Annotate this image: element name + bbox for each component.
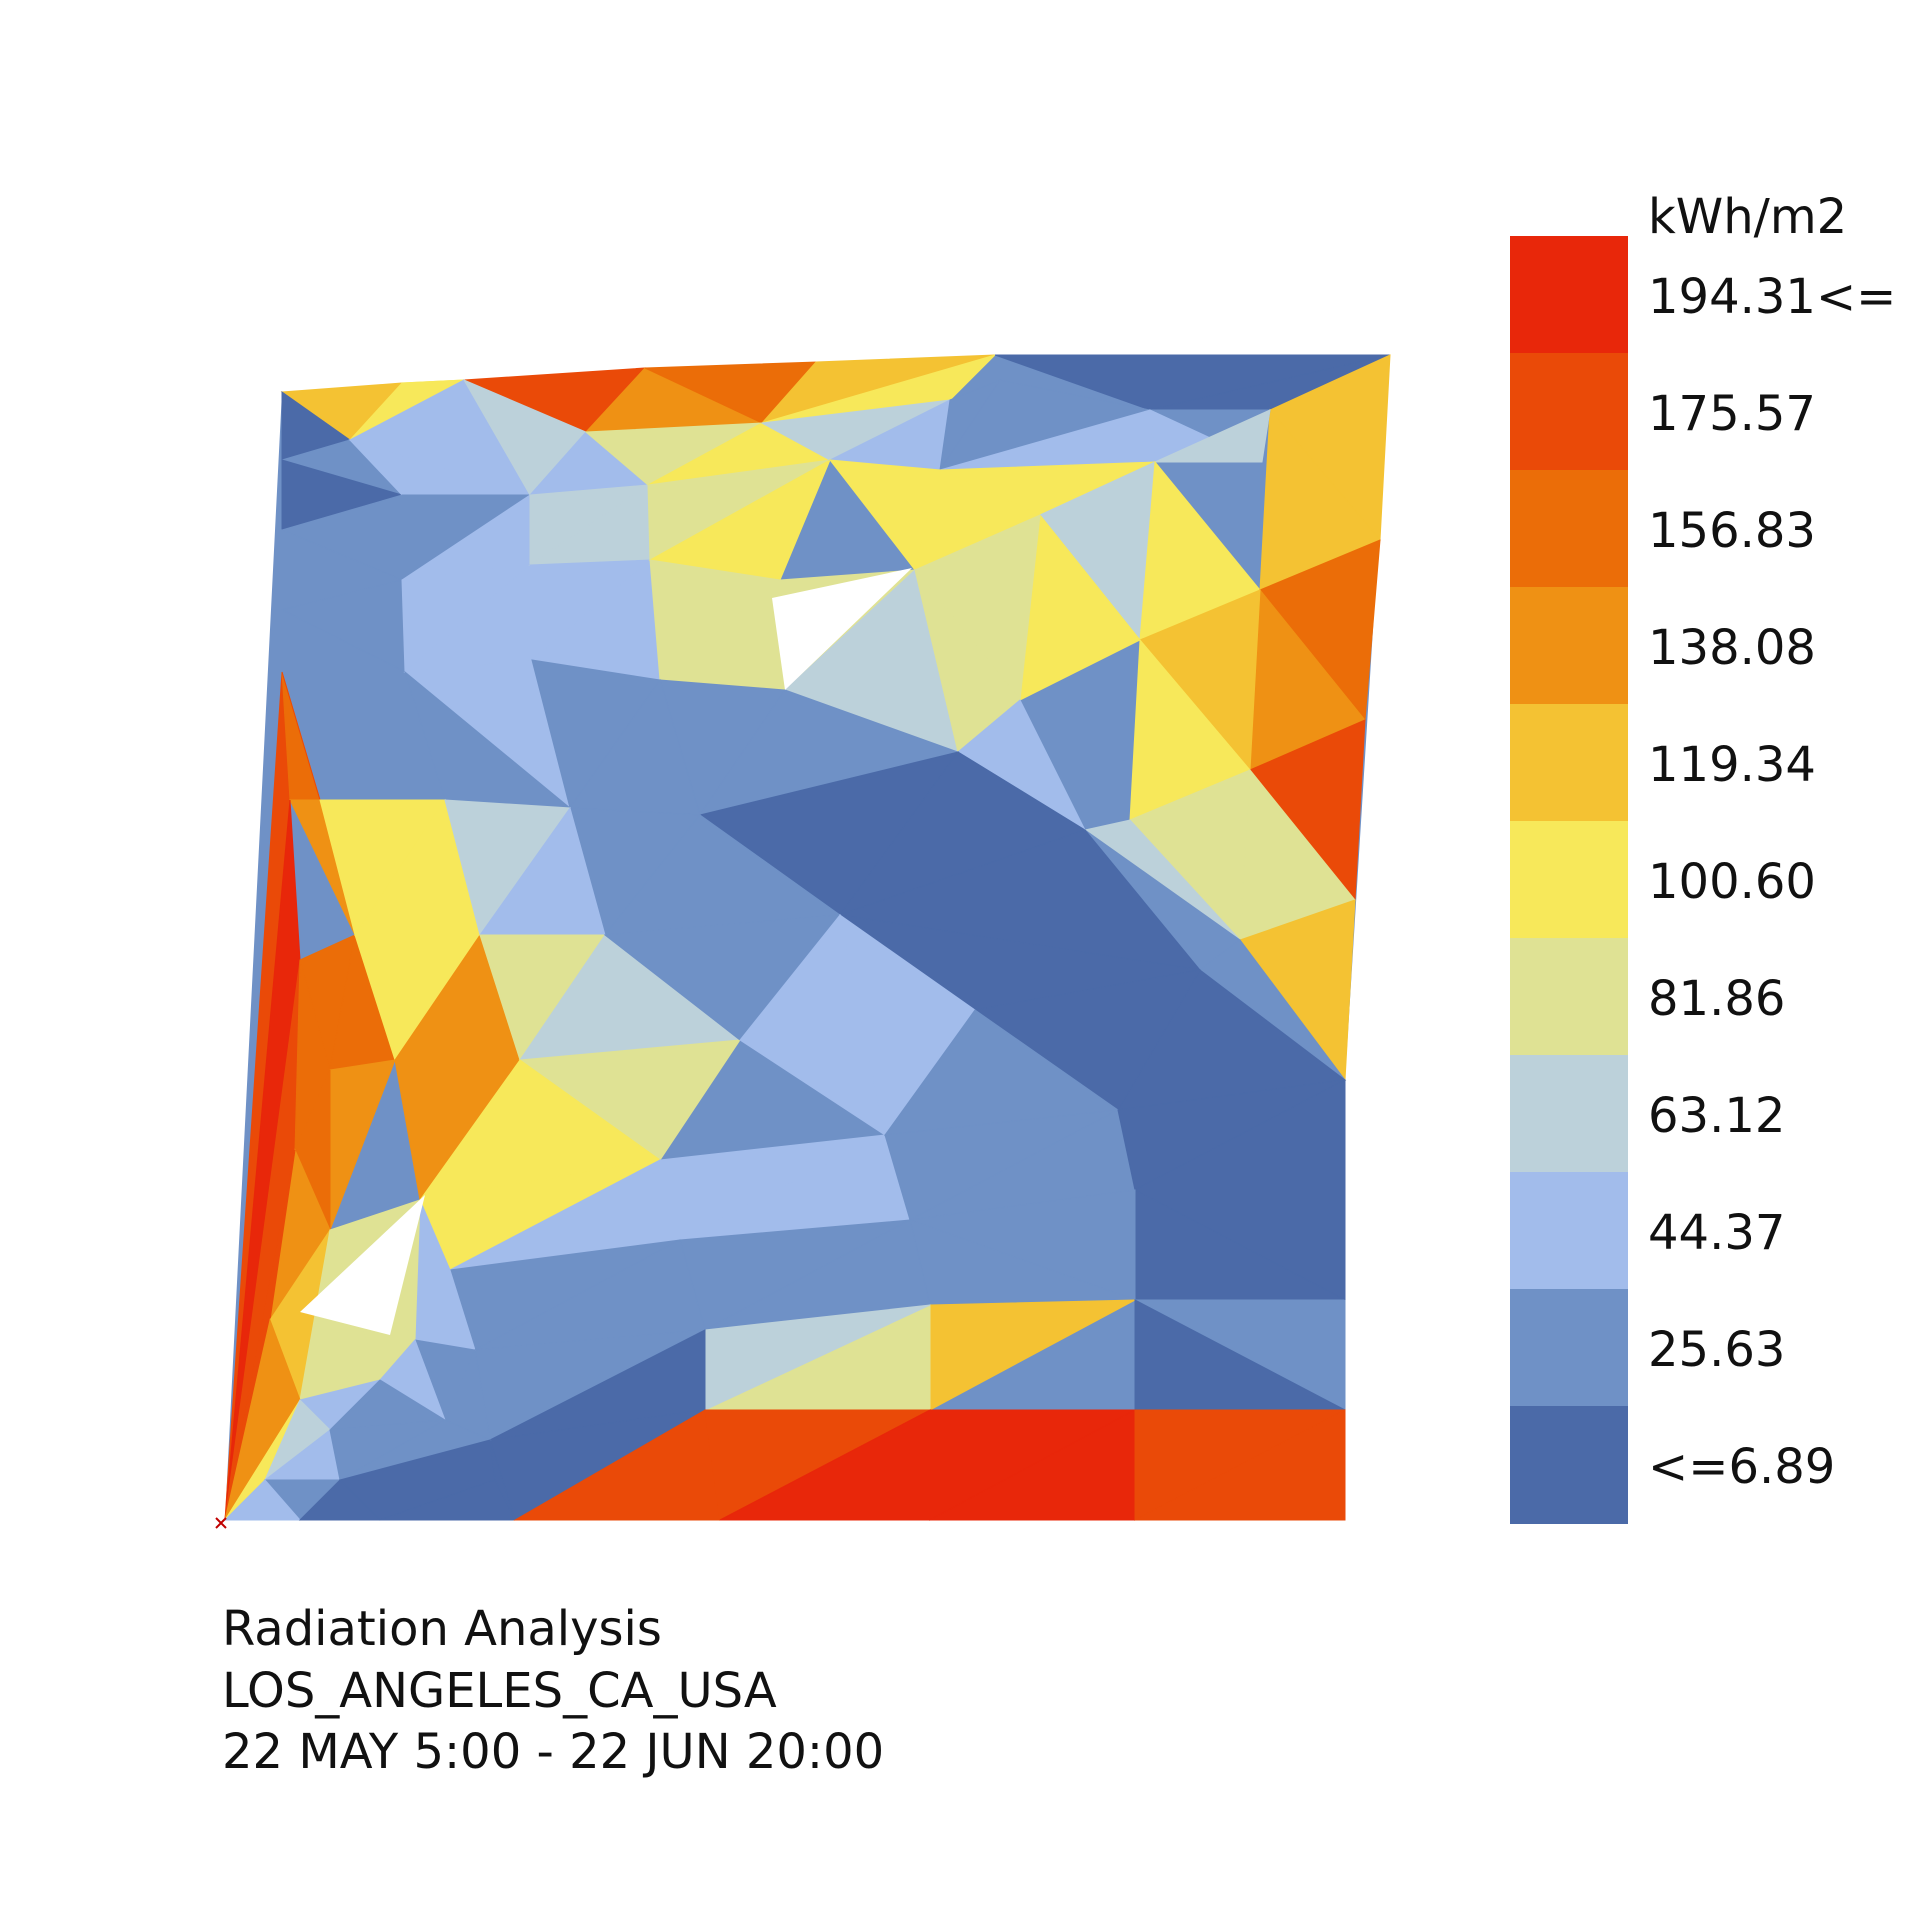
legend-swatch [1510,353,1628,471]
legend-swatch [1510,1055,1628,1173]
legend-label: 44.37 [1648,1205,1785,1261]
legend-swatch [1510,236,1628,354]
legend-swatch [1510,1406,1628,1524]
legend-label: 63.12 [1648,1088,1785,1144]
mesh-cell [489,1439,516,1521]
legend-swatch [1510,938,1628,1056]
mesh-cell [1154,409,1271,463]
mesh-cell [281,609,406,673]
legend-swatch [1510,704,1628,822]
legend-swatch [1510,821,1628,939]
mesh-cell [223,1479,302,1521]
legend-swatch [1510,1289,1628,1407]
legend-label: 138.08 [1648,620,1816,676]
legend-label: 194.31<= [1648,269,1896,325]
legend-swatch [1510,470,1628,588]
legend-label: 175.57 [1648,386,1816,442]
location-label: LOS_ANGELES_CA_USA [222,1663,777,1719]
legend-label: 119.34 [1648,737,1816,793]
legend-label: <=6.89 [1648,1439,1835,1495]
legend-swatch [1510,1172,1628,1290]
legend-label: 81.86 [1648,971,1785,1027]
legend-unit-label: kWh/m2 [1648,189,1847,245]
radiation-mesh [223,354,1391,1521]
legend-label: 100.60 [1648,854,1816,910]
legend-color-scale [1510,236,1628,1524]
period-label: 22 MAY 5:00 - 22 JUN 20:00 [222,1724,884,1780]
mesh-void [772,568,912,690]
mesh-void [300,1195,425,1335]
mesh-cell [1134,1409,1346,1521]
chart-title: Radiation Analysis [222,1601,662,1657]
origin-marker [215,1517,227,1529]
legend-labels: 194.31<= 175.57 156.83 138.08 119.34 100.60 81… [1648,269,1896,1495]
legend-swatch [1510,587,1628,705]
legend-label: 156.83 [1648,503,1816,559]
legend-label: 25.63 [1648,1322,1785,1378]
